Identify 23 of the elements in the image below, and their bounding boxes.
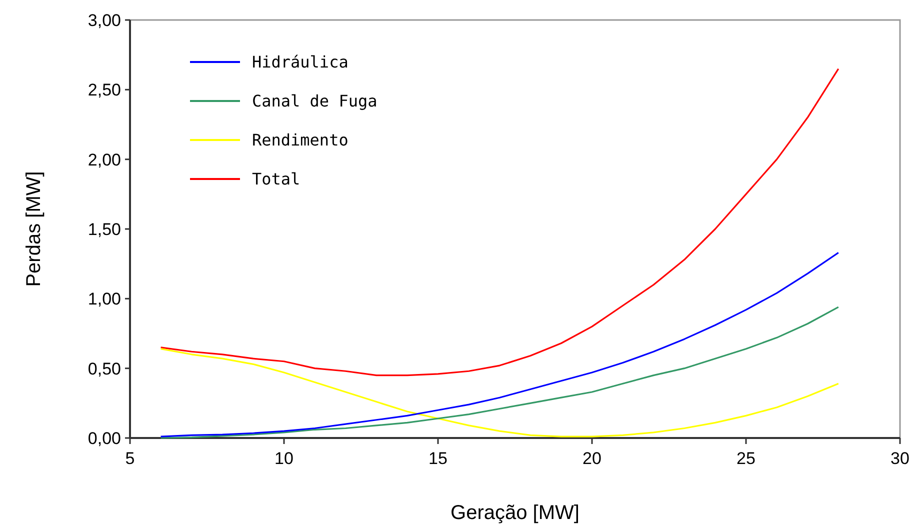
y-tick-label: 1,50 bbox=[88, 220, 121, 239]
y-tick-label: 0,00 bbox=[88, 428, 121, 448]
y-tick-label: 3,00 bbox=[88, 10, 121, 30]
y-tick-label: 1,00 bbox=[88, 290, 121, 309]
legend-label: Hidráulica bbox=[252, 52, 348, 72]
x-tick-label: 5 bbox=[125, 449, 135, 468]
line-series bbox=[160, 348, 840, 438]
line-series bbox=[160, 68, 840, 376]
y-tick-label: 2,50 bbox=[88, 80, 121, 100]
legend-label: Canal de Fuga bbox=[252, 92, 378, 111]
x-tick-label: 25 bbox=[736, 449, 756, 468]
x-axis-title: Geração [MW] bbox=[450, 502, 580, 524]
x-tick-label: 20 bbox=[582, 449, 602, 468]
x-tick-label: 10 bbox=[274, 449, 294, 468]
y-tick-label: 2,00 bbox=[88, 150, 121, 170]
line-series bbox=[160, 306, 840, 439]
y-axis-title: Perdas [MW] bbox=[23, 171, 45, 287]
legend-label: Rendimento bbox=[252, 130, 348, 150]
x-tick-label: 30 bbox=[890, 449, 910, 468]
x-tick-label: 15 bbox=[428, 449, 448, 468]
y-tick-label: 0,50 bbox=[88, 359, 121, 378]
legend-label: Total bbox=[252, 170, 300, 189]
line-series bbox=[160, 252, 840, 438]
